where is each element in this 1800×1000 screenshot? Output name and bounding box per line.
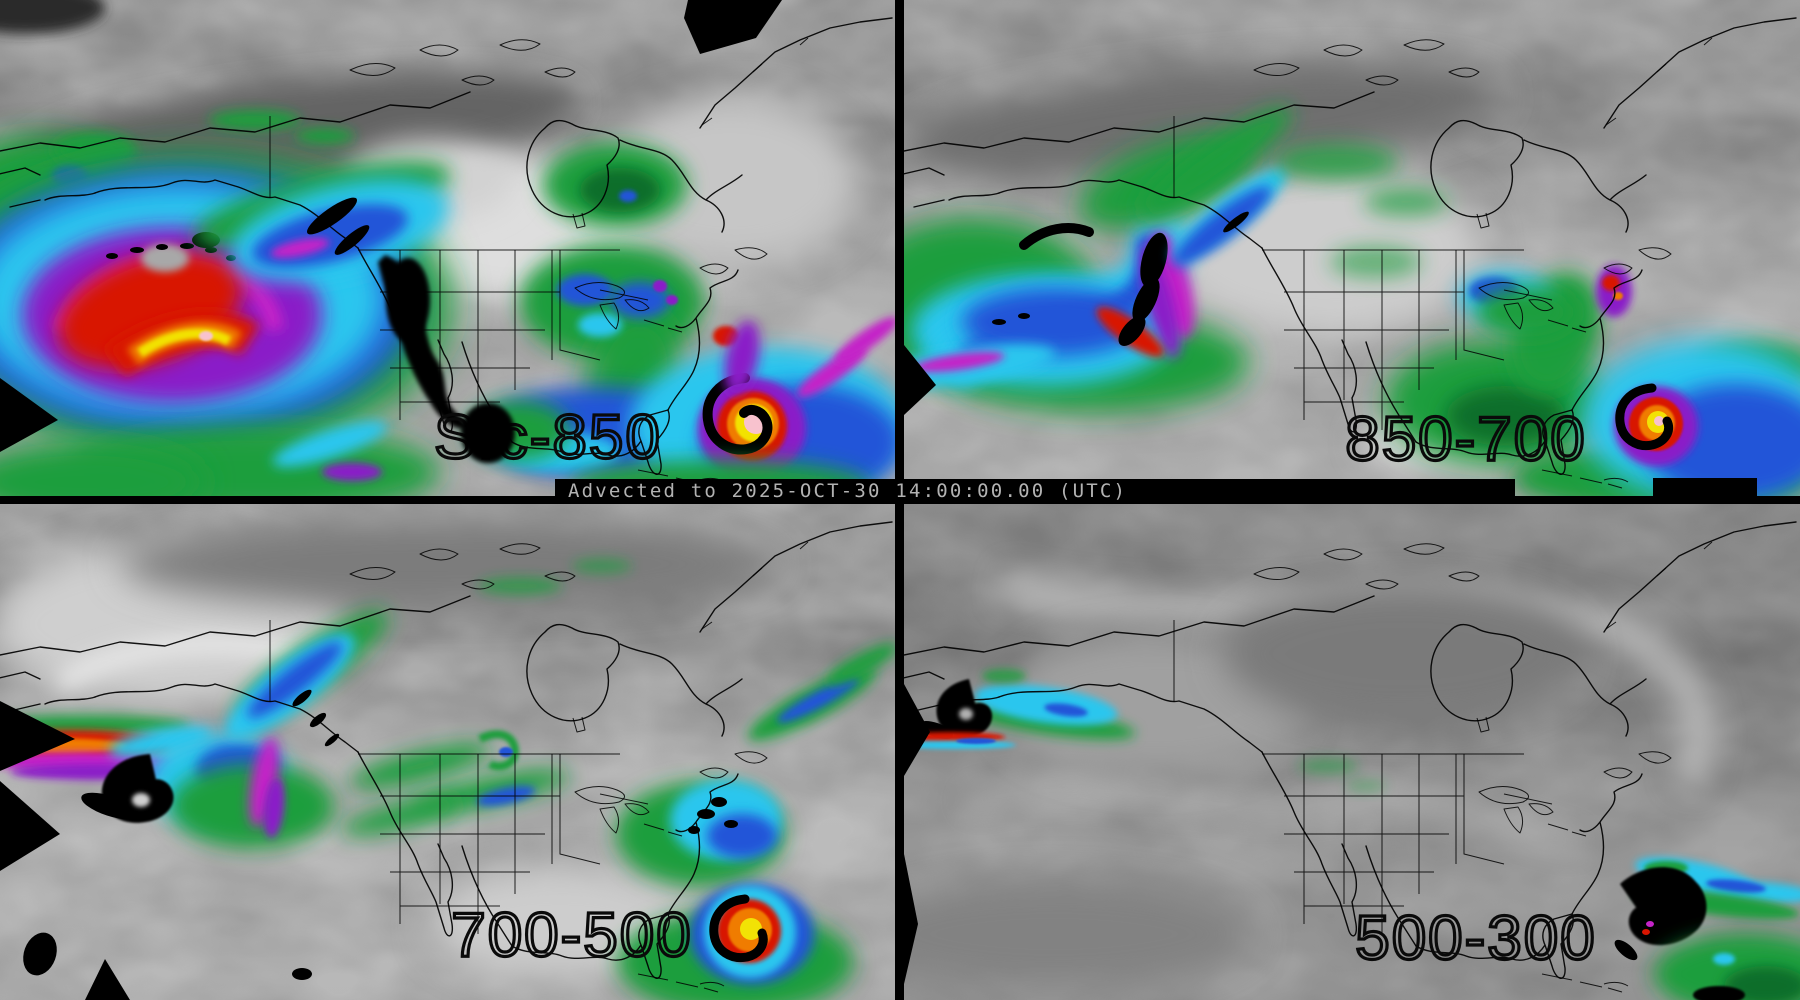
pacific-cyclone	[904, 106, 1293, 412]
panel-sfc-850: Sfc-850	[0, 0, 896, 496]
comma-cloud	[904, 669, 1136, 749]
panel-500-300: 500-300	[904, 504, 1800, 1000]
panel-label: 500-300	[1355, 904, 1597, 973]
hurricane-swirl	[1614, 857, 1800, 961]
map-sfc-850: Sfc-850	[0, 0, 896, 496]
map-500-300: 500-300	[904, 504, 1800, 1000]
map-850-700: 850-700	[904, 0, 1800, 496]
hurricane-swirl	[617, 884, 853, 1000]
edge-flags	[0, 701, 312, 1000]
timestamp-banner: Advected to 2025-OCT-30 14:00:00.00 (UTC…	[555, 479, 1515, 503]
map-700-500: 700-500	[0, 504, 896, 1000]
panel-850-700: 850-700	[904, 0, 1800, 496]
comma-cloud	[81, 734, 334, 848]
panel-label: 850-700	[1345, 405, 1587, 474]
northeast-moisture	[616, 643, 896, 886]
panel-label: 700-500	[451, 901, 693, 970]
edge-flags	[904, 684, 930, 984]
timestamp-text: Advected to 2025-OCT-30 14:00:00.00 (UTC…	[568, 480, 1128, 502]
panel-700-500: 700-500	[0, 504, 896, 1000]
edge-flag	[904, 345, 936, 415]
hurricane-swirl	[1514, 340, 1800, 496]
hurricane-swirl	[570, 316, 896, 496]
